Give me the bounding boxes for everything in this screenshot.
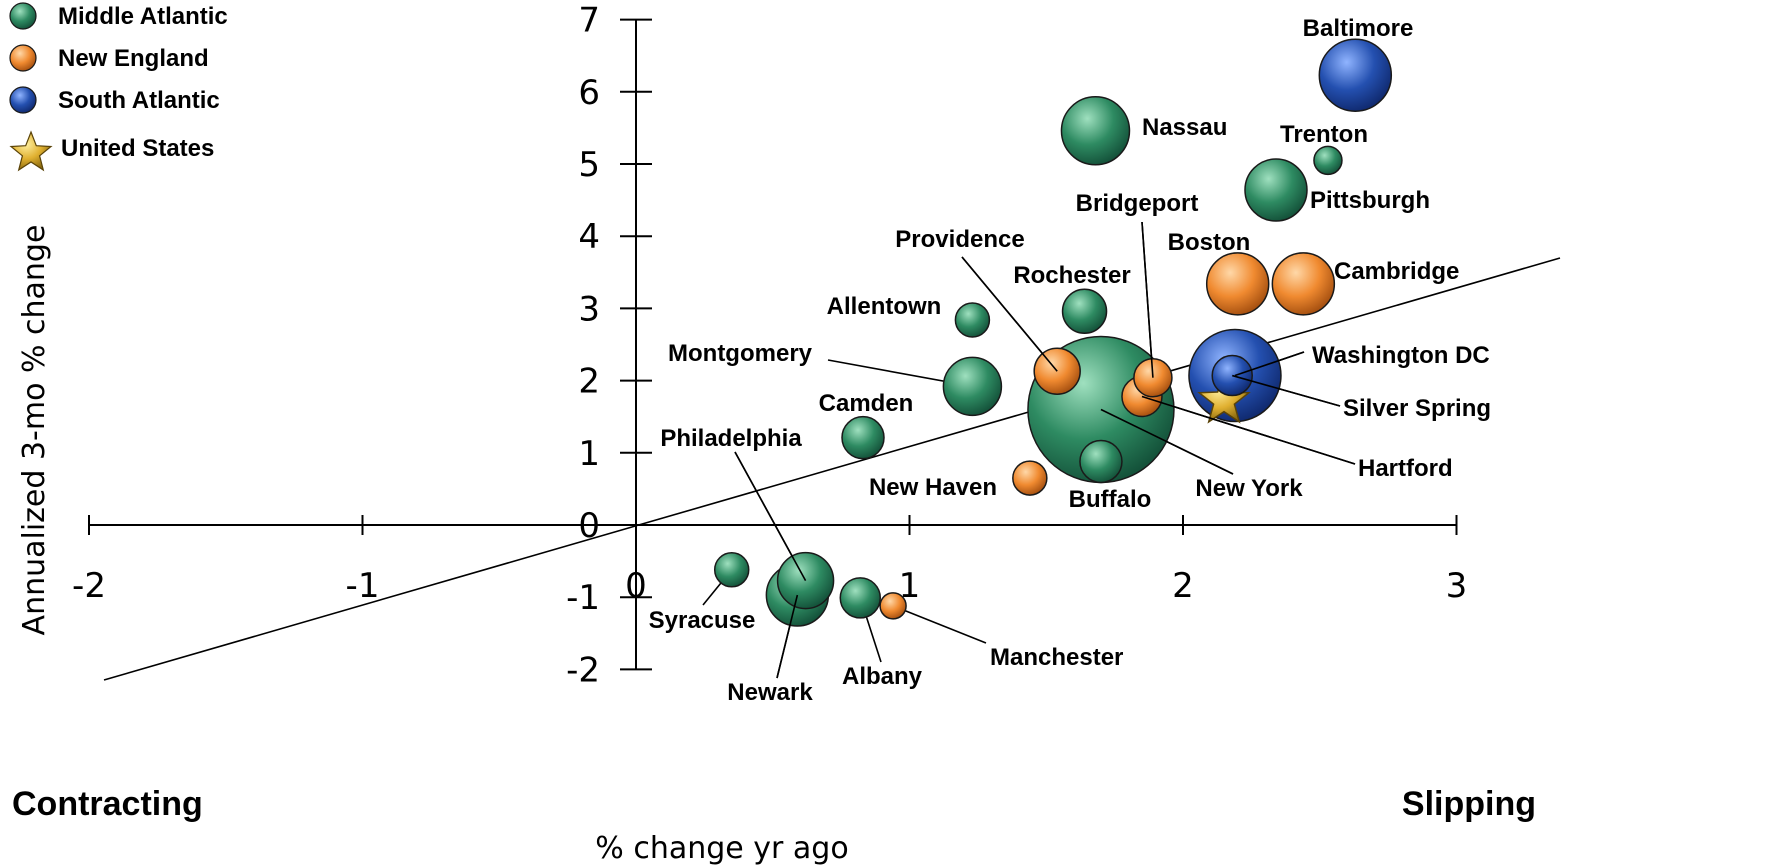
label-camden: Camden [819,390,914,417]
data-points [713,38,1393,679]
x-tick-label: 3 [1446,566,1468,606]
legend-label-united-states: United States [61,135,214,162]
y-tick-label: 3 [578,289,600,329]
legend-marker-star [9,130,53,172]
leader-line-overlay-newark [776,594,799,679]
legend-label-new-england: New England [58,45,209,72]
data-labels: Baltimore Nassau Trenton Pittsburgh Boston Ca… [649,15,1491,706]
leader-line-overlay-providence [961,256,1058,372]
x-tick-label: -1 [346,566,380,606]
leader-line-overlay-philadelphia [734,451,807,581]
y-tick-label: 6 [578,73,600,113]
label-pittsburgh: Pittsburgh [1310,187,1430,214]
legend: Middle Atlantic New England South Atlantic… [9,2,228,172]
label-boston: Boston [1168,229,1251,256]
y-tick-label: 7 [578,1,600,41]
label-buffalo: Buffalo [1069,486,1152,513]
quadrant-label-contracting: Contracting [12,785,203,823]
quadrant-label-slipping: Slipping [1402,785,1536,823]
point-buffalo [1079,439,1123,484]
point-manchester [879,592,907,620]
label-nassau: Nassau [1142,114,1227,141]
leader-line-manchester [892,605,987,644]
point-nassau [1060,96,1131,166]
point-cambridge [1271,252,1336,316]
label-washington-dc: Washington DC [1312,342,1490,369]
label-syracuse: Syracuse [649,607,756,634]
x-tick-label: 1 [899,566,921,606]
label-cambridge: Cambridge [1334,258,1459,285]
label-silver-spring: Silver Spring [1343,395,1491,422]
y-tick-label: -2 [566,650,600,690]
point-new-haven [1012,460,1048,496]
y-tick-label: 5 [578,145,600,185]
legend-marker-middle-atlantic [9,2,37,30]
legend-label-south-atlantic: South Atlantic [58,87,220,114]
label-bridgeport: Bridgeport [1076,190,1199,217]
label-providence: Providence [895,226,1024,253]
x-axis-title: % change yr ago [595,831,848,866]
point-boston [1205,252,1270,316]
leader-line-overlay-silver-spring [1232,374,1341,407]
point-syracuse [713,552,750,588]
y-tick-label: 2 [578,362,600,402]
point-camden [841,415,885,460]
x-tick-label: 0 [625,566,647,606]
leader-line-overlay-bridgeport [1141,221,1154,378]
label-montgomery: Montgomery [668,340,813,367]
leader-line-overlay-new-york [1100,408,1234,475]
point-montgomery [942,356,1003,417]
y-axis-title: Annualized 3-mo % change [17,225,52,636]
label-newark: Newark [727,679,813,706]
point-albany [839,577,882,619]
axes: -2 -1 0 1 2 3 -2 -1 0 1 2 3 4 5 6 7 [72,1,1467,691]
label-new-haven: New Haven [869,474,997,501]
label-new-york: New York [1195,475,1303,502]
label-allentown: Allentown [827,293,942,320]
legend-marker-new-england [9,44,37,72]
label-philadelphia: Philadelphia [660,425,802,452]
legend-label-middle-atlantic: Middle Atlantic [58,3,228,30]
trend-line [103,257,1561,681]
label-manchester: Manchester [990,644,1123,671]
y-tick-label: 0 [578,506,600,546]
y-tick-label: 4 [578,217,600,257]
legend-marker-south-atlantic [9,86,37,114]
point-baltimore [1318,38,1393,112]
point-rochester [1061,288,1108,335]
label-trenton: Trenton [1280,121,1368,148]
y-tick-label: 1 [578,434,600,474]
label-baltimore: Baltimore [1303,15,1414,42]
label-rochester: Rochester [1013,262,1130,289]
x-tick-label: 2 [1172,566,1194,606]
x-tick-label: -2 [72,566,106,606]
y-tick-label: -1 [566,578,600,618]
leader-line-overlay-washington-dc [1234,351,1305,377]
point-allentown [954,302,991,338]
label-albany: Albany [842,663,923,690]
point-pittsburgh [1244,158,1308,222]
label-hartford: Hartford [1358,455,1453,482]
point-trenton [1313,145,1343,176]
leader-line-overlay-hartford [1141,395,1356,465]
